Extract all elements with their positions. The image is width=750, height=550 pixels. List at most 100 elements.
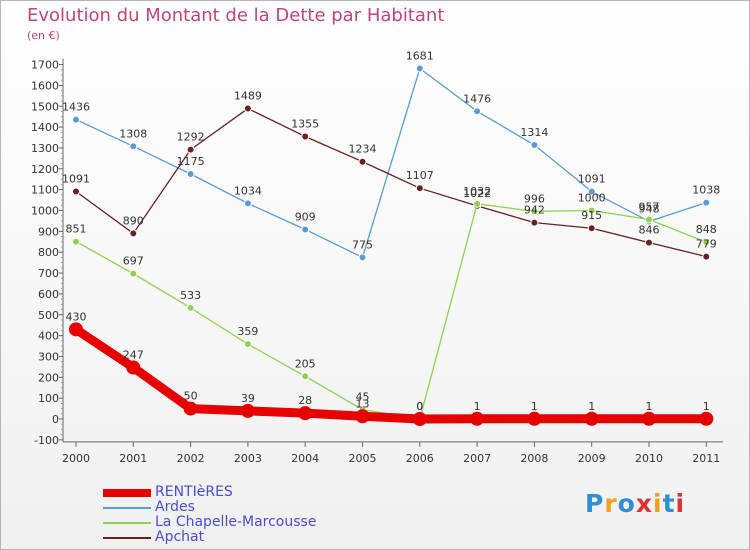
x-tick-label: 2002 bbox=[177, 452, 205, 465]
legend-label: La Chapelle-Marcousse bbox=[155, 514, 317, 530]
data-label: 851 bbox=[66, 223, 87, 236]
y-tick-label: 1700 bbox=[31, 59, 59, 72]
data-label: 697 bbox=[123, 255, 144, 268]
logo-letter: i bbox=[653, 489, 663, 518]
data-label: 533 bbox=[180, 289, 201, 302]
logo-letter: x bbox=[635, 489, 653, 518]
data-point bbox=[186, 145, 195, 154]
data-label: 909 bbox=[295, 210, 316, 223]
legend-swatch bbox=[103, 522, 151, 524]
logo-letter: o bbox=[617, 489, 636, 518]
data-point bbox=[298, 406, 313, 421]
y-tick-label: 1600 bbox=[31, 79, 59, 92]
data-point bbox=[587, 206, 596, 215]
data-point bbox=[69, 322, 83, 337]
data-label: 1355 bbox=[291, 117, 319, 130]
data-label: 1 bbox=[588, 400, 595, 413]
data-point bbox=[72, 115, 80, 124]
data-point bbox=[301, 225, 310, 234]
data-label: 890 bbox=[123, 214, 144, 227]
data-point bbox=[126, 360, 141, 375]
data-label: 1681 bbox=[406, 50, 434, 63]
data-label: 775 bbox=[352, 238, 373, 251]
x-tick-label: 2008 bbox=[520, 452, 548, 465]
data-label: 1000 bbox=[578, 192, 606, 205]
logo-letter: r bbox=[604, 489, 618, 518]
y-tick-label: 200 bbox=[38, 371, 59, 384]
y-tick-label: -100 bbox=[34, 434, 59, 447]
y-tick-label: 1000 bbox=[31, 205, 59, 218]
data-label: 1476 bbox=[463, 92, 491, 105]
data-label: 205 bbox=[295, 357, 316, 370]
data-point bbox=[645, 215, 653, 224]
data-label: 1022 bbox=[463, 187, 491, 200]
data-point bbox=[240, 403, 255, 418]
y-tick-label: 500 bbox=[38, 309, 59, 322]
data-label: 779 bbox=[696, 238, 717, 251]
data-point bbox=[358, 157, 367, 166]
data-point bbox=[530, 218, 539, 227]
data-label: 1107 bbox=[406, 169, 434, 182]
data-point bbox=[470, 411, 485, 426]
data-point bbox=[183, 401, 198, 416]
data-label: 1234 bbox=[349, 143, 377, 156]
x-tick-label: 2006 bbox=[406, 452, 434, 465]
legend-swatch bbox=[103, 489, 151, 497]
data-label: 915 bbox=[581, 209, 602, 222]
series-line bbox=[75, 67, 707, 259]
y-tick-label: 0 bbox=[52, 413, 59, 426]
legend: RENTIèRES Ardes La Chapelle-Marcousse Apcha… bbox=[103, 484, 363, 545]
legend-label: Ardes bbox=[155, 499, 195, 515]
data-point bbox=[186, 303, 195, 312]
data-label: 0 bbox=[416, 400, 423, 413]
data-label: 1489 bbox=[234, 90, 262, 103]
data-point bbox=[699, 411, 714, 426]
x-tick-label: 2009 bbox=[578, 452, 606, 465]
y-tick-label: 900 bbox=[38, 225, 59, 238]
data-point bbox=[702, 252, 711, 261]
data-point bbox=[587, 224, 596, 233]
data-point bbox=[415, 184, 424, 193]
legend-label: RENTIèRES bbox=[155, 484, 233, 500]
x-tick-label: 2004 bbox=[291, 452, 319, 465]
data-label: 957 bbox=[639, 200, 660, 213]
series-line bbox=[75, 203, 707, 420]
legend-item: Ardes bbox=[103, 499, 363, 515]
data-label: 846 bbox=[639, 224, 660, 237]
x-tick-label: 2000 bbox=[62, 452, 90, 465]
data-label: 1 bbox=[531, 400, 538, 413]
data-label: 359 bbox=[237, 325, 258, 338]
data-point bbox=[702, 238, 711, 247]
data-label: 0 bbox=[416, 400, 423, 413]
legend-label: Apchat bbox=[155, 529, 205, 545]
data-label: 1308 bbox=[119, 127, 147, 140]
y-tick-label: 1100 bbox=[31, 184, 59, 197]
data-label: 1314 bbox=[520, 126, 548, 139]
data-point bbox=[587, 187, 596, 196]
logo-letter: i bbox=[675, 489, 686, 518]
data-label: 1 bbox=[703, 400, 710, 413]
data-label: 50 bbox=[184, 390, 198, 403]
data-point bbox=[358, 253, 367, 262]
logo-letter: t bbox=[662, 489, 676, 518]
x-tick-label: 2005 bbox=[349, 452, 377, 465]
y-tick-label: 300 bbox=[38, 350, 59, 363]
legend-item: La Chapelle-Marcousse bbox=[103, 514, 363, 530]
proxiti-logo: Proxiti bbox=[585, 489, 685, 518]
data-point bbox=[72, 237, 80, 246]
y-tick-label: 100 bbox=[38, 392, 59, 405]
data-label: 848 bbox=[696, 223, 717, 236]
data-point bbox=[243, 199, 252, 208]
data-point bbox=[129, 269, 138, 278]
data-point bbox=[702, 198, 711, 207]
data-point bbox=[129, 229, 138, 238]
data-point bbox=[72, 187, 80, 196]
data-point bbox=[243, 340, 252, 349]
data-point bbox=[415, 64, 424, 73]
x-tick-label: 2007 bbox=[463, 452, 491, 465]
x-tick-label: 2001 bbox=[119, 452, 147, 465]
y-tick-label: 1400 bbox=[31, 121, 59, 134]
data-label: 1032 bbox=[463, 185, 491, 198]
y-tick-label: 1200 bbox=[31, 163, 59, 176]
